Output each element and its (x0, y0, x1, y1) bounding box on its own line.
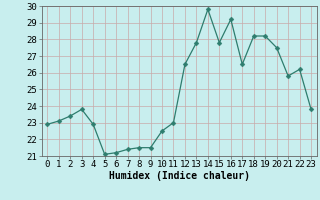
X-axis label: Humidex (Indice chaleur): Humidex (Indice chaleur) (109, 171, 250, 181)
